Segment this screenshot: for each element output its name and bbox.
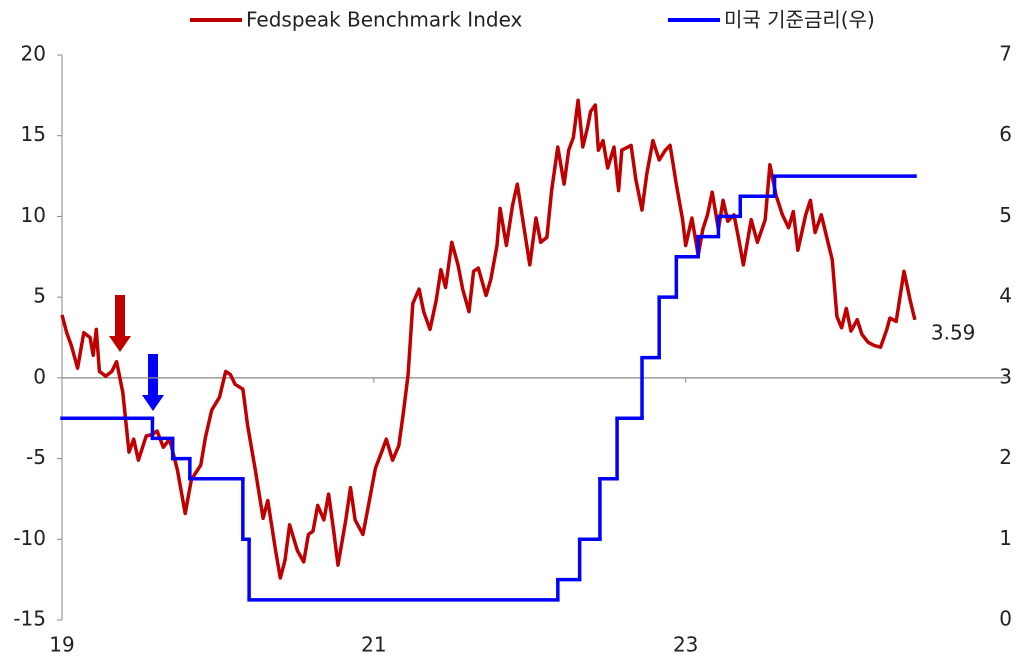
y-tick-label: 20 <box>21 42 46 66</box>
y2-tick-label: 2 <box>999 445 1012 469</box>
x-tick-label: 23 <box>673 633 698 657</box>
end-value-label: 3.59 <box>931 320 976 344</box>
annotation-arrows <box>109 295 164 411</box>
y2-tick-label: 5 <box>999 203 1012 227</box>
legend-label: 미국 기준금리(우) <box>724 8 875 32</box>
y2-tick-label: 7 <box>999 42 1012 66</box>
y2-tick-label: 6 <box>999 122 1012 146</box>
x-tick-label: 21 <box>361 633 386 657</box>
y2-tick-label: 4 <box>999 284 1012 308</box>
y-tick-label: -15 <box>13 607 46 631</box>
y-tick-label: 10 <box>21 203 46 227</box>
y-tick-label: -10 <box>13 526 46 550</box>
y2-tick-label: 3 <box>999 364 1012 388</box>
blue-arrow-head <box>142 395 164 411</box>
series-line <box>60 98 917 580</box>
y-tick-label: 0 <box>33 364 46 388</box>
y2-tick-label: 1 <box>999 526 1012 550</box>
red-arrow-head <box>109 336 131 352</box>
red-arrow-shaft <box>115 295 125 337</box>
y-tick-label: -5 <box>26 445 46 469</box>
y-tick-label: 15 <box>21 122 46 146</box>
legend-label: Fedspeak Benchmark Index <box>246 8 523 32</box>
y2-tick-label: 0 <box>999 607 1012 631</box>
x-tick-label: 19 <box>49 633 74 657</box>
blue-arrow-shaft <box>148 354 158 396</box>
y-tick-label: 5 <box>33 284 46 308</box>
